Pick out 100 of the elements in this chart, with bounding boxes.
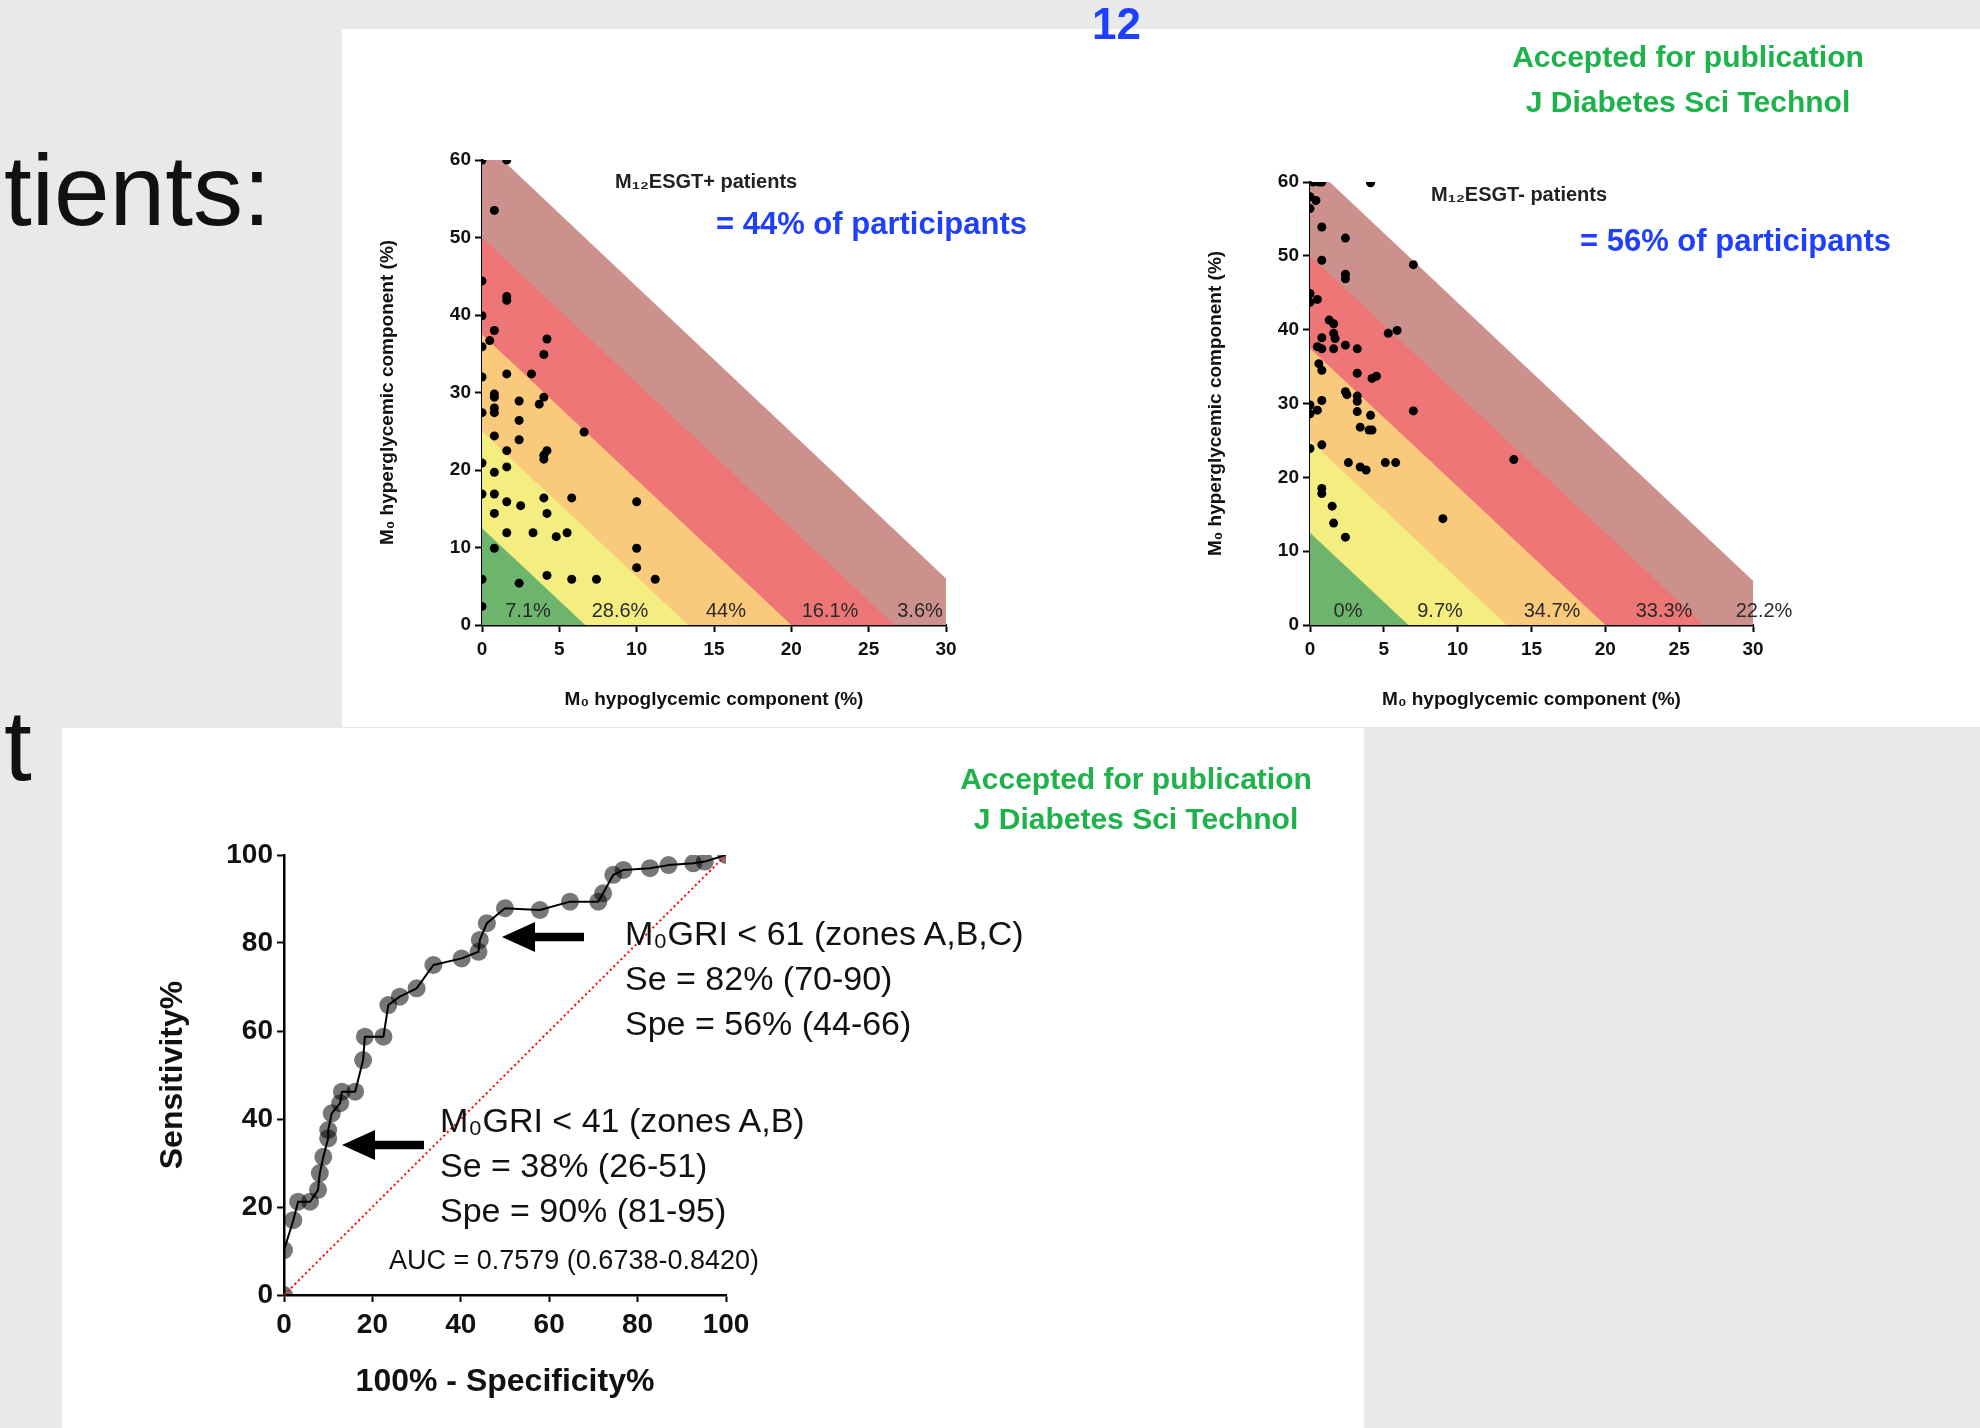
point (526, 369, 536, 379)
text: Accepted for publication (1512, 40, 1864, 73)
point (489, 205, 499, 215)
point (551, 532, 561, 542)
point (567, 493, 577, 503)
x-tick-label: 5 (1378, 637, 1390, 659)
point (562, 528, 572, 538)
annotation: 34.7% (1523, 599, 1581, 621)
y-tick-label: 20 (241, 1189, 273, 1221)
point (485, 336, 495, 346)
x-tick-label: 15 (703, 637, 725, 659)
point (632, 543, 642, 553)
point (424, 956, 443, 974)
point (407, 979, 426, 998)
y-tick-label: 0 (460, 613, 471, 635)
point (477, 914, 496, 933)
x-tick-label: 20 (780, 637, 802, 659)
point (514, 415, 524, 425)
y-tick-label: 50 (1277, 244, 1299, 266)
point (452, 949, 471, 968)
point (659, 856, 678, 875)
point (542, 508, 552, 518)
annotation: 22.2% (1735, 599, 1793, 621)
x-tick-label: 10 (626, 637, 648, 659)
point (591, 574, 601, 584)
y-tick-label: 10 (449, 535, 471, 557)
annotation: 9.7% (1417, 599, 1463, 621)
point (354, 1051, 373, 1070)
annotation: Se = 82% (70-90) (625, 959, 893, 998)
x-tick-label: 100 (702, 1307, 750, 1339)
annotation: 33.3% (1635, 599, 1693, 621)
annotation: 44% (705, 599, 747, 621)
point (374, 1027, 393, 1046)
point (502, 446, 512, 456)
y-tick-label: 40 (449, 303, 471, 325)
y-axis-title: M₀ hyperglycemic component (%) (375, 239, 397, 546)
point (310, 1164, 329, 1183)
annotation: AUC = 0.7579 (0.6738-0.8420) (389, 1245, 759, 1276)
point (516, 501, 526, 511)
point (390, 987, 409, 1006)
point (632, 497, 642, 507)
text: J Diabetes Sci Technol (1525, 85, 1851, 118)
y-tick-label: 0 (1288, 613, 1299, 635)
point (534, 399, 544, 409)
point (284, 1211, 303, 1230)
point (695, 855, 714, 871)
point (542, 334, 552, 344)
point (539, 493, 549, 503)
y-tick-label: 80 (241, 925, 273, 957)
point (314, 1147, 333, 1166)
point (470, 930, 489, 949)
point (489, 467, 499, 477)
y-tick-label: 20 (1277, 465, 1299, 487)
y-axis-title: M₀ hyperglycemic component (%) (1203, 250, 1225, 557)
y-axis-title: Sensitivity% (153, 980, 190, 1170)
x-tick-label: 60 (533, 1307, 565, 1339)
y-tick-label: 30 (1277, 391, 1299, 413)
point (502, 528, 512, 538)
annotation: M₀GRI < 41 (zones A,B) (440, 1101, 805, 1140)
point (489, 326, 499, 335)
y-tick-label: 30 (449, 380, 471, 402)
point (539, 350, 549, 360)
point (489, 508, 499, 518)
text: M₁₂ESGT+ patients (615, 170, 798, 193)
point (539, 392, 549, 402)
point (632, 563, 642, 573)
x-tick-label: 80 (622, 1307, 654, 1339)
point (530, 901, 549, 919)
annotation: 0% (1333, 599, 1363, 621)
point (514, 396, 524, 406)
point (502, 369, 512, 379)
x-tick-label: 30 (935, 637, 957, 659)
point (514, 435, 524, 445)
annotation: Spe = 56% (44-66) (625, 1004, 912, 1043)
point (355, 1027, 374, 1046)
text: J Diabetes Sci Technol (973, 802, 1299, 835)
y-tick-label: 40 (241, 1101, 273, 1133)
x-tick-label: 25 (1668, 637, 1691, 659)
y-tick-label: 10 (1277, 539, 1299, 561)
annotation: Se = 38% (26-51) (440, 1146, 708, 1185)
text: = 44% of participants (716, 206, 1027, 242)
y-tick-label: 60 (1277, 170, 1299, 192)
text: Accepted for publication (960, 762, 1312, 795)
point (489, 489, 499, 499)
point (560, 892, 579, 911)
x-tick-label: 5 (554, 637, 566, 659)
annotation: M₀GRI < 61 (zones A,B,C) (625, 914, 1024, 953)
text: t (4, 689, 32, 801)
y-tick-label: 50 (449, 225, 471, 247)
point (514, 578, 524, 588)
x-tick-label: 25 (858, 637, 880, 659)
point (542, 570, 552, 580)
text: = 56% of participants (1580, 223, 1891, 259)
point (309, 1180, 328, 1199)
x-axis-title: 100% - Specificity% (355, 1361, 655, 1398)
point (489, 543, 499, 553)
annotation: Spe = 90% (81-95) (440, 1191, 727, 1230)
annotation: 7.1% (505, 599, 551, 621)
point (579, 427, 589, 437)
chart-title: M₁₂ESGT- patients (1431, 183, 1608, 206)
